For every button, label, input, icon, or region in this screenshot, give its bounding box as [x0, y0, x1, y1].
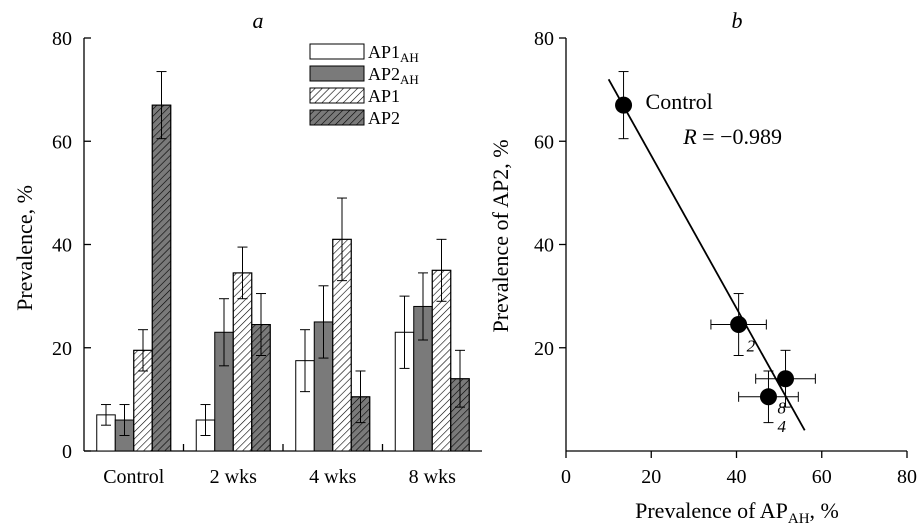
panel-b-y-tick-label: 20: [534, 338, 554, 360]
point-label: 2: [747, 337, 756, 356]
panel-b-x-axis-label: Prevalence of APAH, %: [635, 498, 839, 527]
legend-swatch-hatch: [309, 87, 365, 104]
panel-a-y-axis-label: Prevalence, %: [12, 185, 37, 311]
legend-label: AP2AH: [368, 64, 419, 87]
data-point-2: [730, 316, 748, 334]
panel-b-y-axis-label: Prevalence of AP2, %: [488, 139, 513, 332]
panel-a-category-label: 4 wks: [309, 466, 356, 488]
correlation-r-value: = −0.989: [697, 124, 782, 149]
panel-b-x-tick-label: 80: [897, 466, 917, 488]
panel-a-y-tick-label: 60: [52, 131, 72, 153]
bar-hatch-s3-c0: [151, 104, 172, 452]
point-label: 8: [778, 399, 787, 418]
regression-line: [607, 78, 806, 431]
legend-swatch-hatch: [309, 109, 365, 126]
x-axis-label-subscript: AH: [788, 511, 810, 527]
legend-swatch: [309, 65, 365, 82]
panel-a-y-tick-label: 20: [52, 338, 72, 360]
panel-b-y-tick-label: 60: [534, 131, 554, 153]
x-axis-label-unit: , %: [810, 498, 839, 523]
legend-label: AP2: [368, 108, 400, 128]
point-label: Control: [646, 89, 713, 114]
point-label: 4: [777, 417, 786, 436]
panel-a-y-tick-label: 0: [62, 441, 72, 463]
data-point-1: [615, 96, 633, 114]
panel-b-x-tick-label: 20: [641, 466, 661, 488]
legend-label-main: AP2: [368, 108, 400, 128]
panel-b-scatter-chart: 0 20 40 60 80 20 40 60 80 Control 2 48 R = −0.989: [534, 28, 917, 488]
legend-entry: AP1: [309, 86, 400, 106]
legend-label-subscript: AH: [400, 50, 419, 65]
legend-label: AP1: [368, 86, 400, 106]
panel-b-x-tick-label: 60: [812, 466, 832, 488]
legend-swatch: [309, 43, 365, 60]
panel-a-category-label: 2 wks: [210, 466, 257, 488]
legend-label-main: AP2: [368, 64, 400, 84]
legend-label-subscript: AH: [400, 72, 419, 87]
panel-a-category-label: 8 wks: [409, 466, 456, 488]
panel-b-x-tick-label: 40: [727, 466, 747, 488]
legend-entry: AP2: [309, 108, 400, 128]
legend-entry: AP2AH: [309, 64, 419, 87]
legend-label: AP1AH: [368, 42, 419, 65]
bar-hatch-s2-c1: [232, 272, 253, 452]
legend-entry: AP1AH: [309, 42, 419, 65]
x-axis-label-main: Prevalence of AP: [635, 498, 788, 523]
correlation-annotation: R = −0.989: [682, 124, 782, 149]
legend-label-main: AP1: [368, 42, 400, 62]
panel-a-label: a: [253, 8, 264, 33]
panel-a-category-label: Control: [103, 466, 165, 488]
panel-b-y-tick-label: 40: [534, 235, 554, 257]
panel-b-x-tick-label: 0: [561, 466, 571, 488]
panel-b-y-tick-label: 80: [534, 28, 554, 50]
legend-label-main: AP1: [368, 86, 400, 106]
correlation-r-symbol: R: [682, 124, 697, 149]
data-point-3: [759, 388, 777, 406]
panel-b-label: b: [732, 8, 743, 33]
data-point-4: [777, 370, 795, 388]
panel-a-y-tick-label: 80: [52, 28, 72, 50]
panel-a-y-tick-label: 40: [52, 235, 72, 257]
